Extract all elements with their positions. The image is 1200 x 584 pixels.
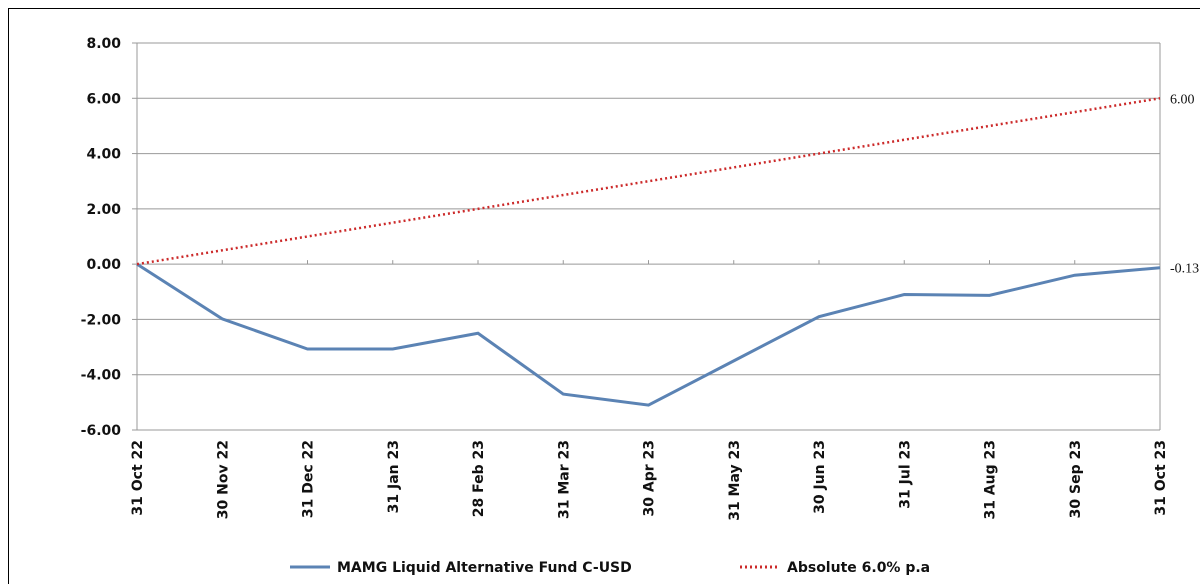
y-tick-label: 2.00: [86, 202, 121, 218]
end-label: -0.13: [1170, 262, 1199, 277]
x-tick-label: 31 Mar 23: [556, 440, 572, 519]
x-tick-label: 30 Apr 23: [642, 440, 658, 516]
x-tick-label: 31 Jul 23: [897, 440, 913, 509]
y-tick-label: -2.00: [81, 312, 122, 328]
x-tick-label: 28 Feb 23: [471, 440, 487, 517]
x-tick-label: 31 Aug 23: [983, 440, 999, 520]
x-tick-label: 30 Jun 23: [812, 440, 828, 514]
series-line: [136, 262, 1161, 407]
legend-label: MAMG Liquid Alternative Fund C-USD: [337, 560, 632, 576]
y-tick-label: -6.00: [81, 423, 122, 439]
x-tick-label: 30 Sep 23: [1068, 440, 1084, 518]
y-tick-label: 4.00: [86, 147, 121, 163]
y-tick-label: 6.00: [86, 91, 121, 107]
frame: [8, 8, 1200, 584]
y-tick-label: 8.00: [86, 36, 121, 52]
x-tick-label: 31 Dec 22: [301, 440, 317, 518]
series-line: [136, 97, 1161, 266]
x-tick-label: 31 Oct 22: [130, 440, 146, 516]
x-tick-label: 31 Jan 23: [386, 440, 402, 513]
x-tick-label: 31 May 23: [727, 440, 743, 521]
y-tick-label: -4.00: [81, 368, 122, 384]
legend-label: Absolute 6.0% p.a: [787, 560, 930, 576]
end-label: 6.00: [1170, 92, 1195, 107]
x-tick-label: 30 Nov 22: [215, 440, 231, 519]
x-tick-label: 31 Oct 23: [1153, 440, 1169, 516]
y-tick-label: 0.00: [86, 257, 121, 273]
